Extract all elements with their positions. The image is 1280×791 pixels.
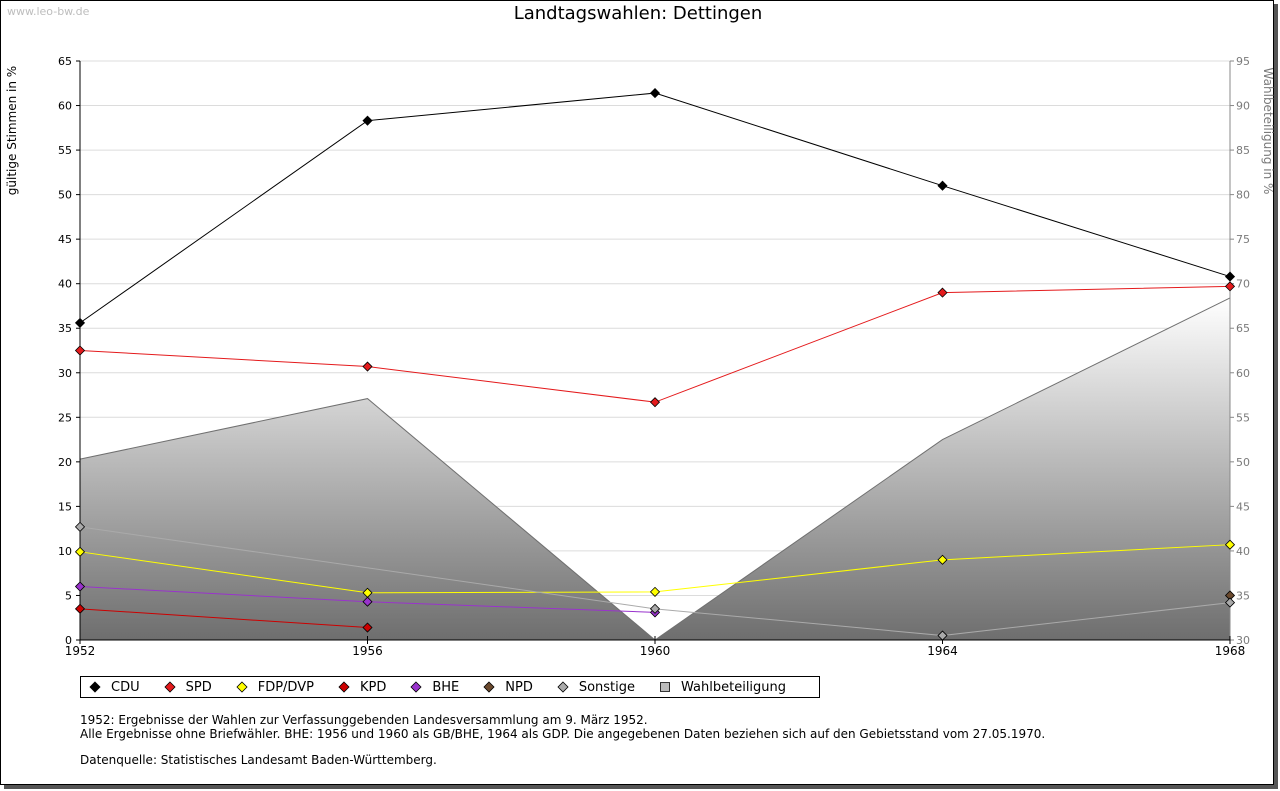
legend-diamond-icon [410, 681, 422, 693]
y2-tick-label: 40 [1236, 545, 1250, 558]
y2-tick-label: 90 [1236, 100, 1250, 113]
legend-label: Sonstige [578, 679, 636, 695]
legend-item: FDP/DVP [236, 680, 314, 695]
legend-label: CDU [111, 679, 140, 695]
y-tick-label: 35 [58, 322, 72, 335]
y2-tick-label: 85 [1236, 144, 1250, 157]
y2-tick-label: 50 [1236, 456, 1250, 469]
data-point-bhe [362, 596, 373, 607]
data-point-sonstige [1224, 597, 1236, 608]
legend-label: BHE [432, 679, 460, 695]
legend-diamond-icon [164, 681, 176, 693]
legend-item: CDU [89, 680, 140, 695]
y-tick-label: 30 [58, 367, 72, 380]
y2-tick-label: 75 [1236, 233, 1250, 246]
data-point-cdu [74, 317, 86, 328]
legend-diamond-icon [236, 681, 248, 693]
y2-tick-label: 95 [1236, 55, 1250, 68]
y-tick-label: 5 [65, 589, 72, 602]
y2-tick-label: 35 [1236, 589, 1250, 602]
series-line-cdu [79, 92, 1231, 324]
y-axis-title: gültige Stimmen in % [5, 66, 19, 195]
footnotes: 1952: Ergebnisse der Wahlen zur Verfassu… [80, 713, 1045, 767]
y-tick-label: 60 [58, 100, 72, 113]
note-general: Alle Ergebnisse ohne Briefwähler. BHE: 1… [80, 727, 1046, 741]
chart-title: Landtagswahlen: Dettingen [513, 3, 763, 24]
legend-diamond-icon [557, 681, 569, 693]
data-point-spd [74, 345, 86, 356]
x-tick-label: 1956 [352, 644, 383, 658]
data-point-kpd [74, 603, 86, 614]
y-tick-label: 50 [58, 189, 72, 202]
legend-item: Sonstige [557, 680, 635, 695]
data-point-cdu [649, 88, 661, 99]
data-point-fdpdvp [1224, 539, 1236, 550]
x-tick-label: 1952 [65, 644, 96, 658]
legend-diamond-icon [483, 681, 495, 693]
legend-item: SPD [164, 680, 212, 695]
y-tick-label: 10 [58, 545, 72, 558]
watermark: www.leo-bw.de [7, 5, 90, 18]
note-1952: 1952: Ergebnisse der Wahlen zur Verfassu… [80, 713, 648, 727]
data-point-kpd [362, 622, 373, 633]
legend-label: NPD [505, 679, 533, 695]
legend-diamond-icon [338, 681, 350, 693]
data-point-spd [649, 397, 661, 408]
legend-label: KPD [359, 679, 387, 695]
legend-square-icon [660, 682, 670, 692]
data-point-fdpdvp [649, 586, 661, 597]
data-point-spd [937, 287, 948, 298]
data-source: Datenquelle: Statistisches Landesamt Bad… [80, 753, 437, 767]
x-tick-label: 1968 [1215, 644, 1246, 658]
legend-diamond-icon [89, 681, 101, 693]
data-point-cdu [362, 115, 373, 126]
line-chart: 0 5 10 15 20 25 30 35 40 45 50 55 60 65 30 35 40 45 50 55 60… [5, 55, 1275, 658]
y2-tick-label: 80 [1236, 189, 1250, 202]
y2-tick-label: 70 [1236, 278, 1250, 291]
data-point-fdpdvp [74, 546, 86, 557]
data-point-fdpdvp [937, 554, 948, 565]
y-tick-label: 25 [58, 411, 72, 424]
data-point-sonstige [649, 603, 661, 614]
series-line-kpd [79, 608, 368, 629]
x-tick-label: 1964 [927, 644, 958, 658]
y-tick-label: 65 [58, 55, 72, 68]
turnout-area-fill [80, 297, 1230, 640]
legend-item: NPD [483, 680, 533, 695]
legend-label: FDP/DVP [257, 679, 314, 695]
axis-labels: 0 5 10 15 20 25 30 35 40 45 50 55 60 65 30 35 40 45 50 55 60… [5, 55, 1275, 658]
series-line-sonstige [79, 526, 1231, 637]
data-point-sonstige [74, 521, 86, 532]
x-tick-label: 1960 [640, 644, 671, 658]
legend-label: SPD [185, 679, 212, 695]
legend-item: KPD [338, 680, 386, 695]
data-point-spd [362, 361, 373, 372]
y-tick-label: 0 [65, 634, 72, 647]
y2-axis-title: Wahlbeteiligung in % [1261, 68, 1275, 195]
legend-label: Wahlbeteiligung [681, 679, 787, 695]
y2-tick-label: 55 [1236, 411, 1250, 424]
legend-item: Wahlbeteiligung [659, 680, 786, 695]
legend: CDU SPD FDP/DVP KPD BHE NPD Sonstige Wahlbeteil… [80, 676, 820, 698]
y-tick-label: 40 [58, 278, 72, 291]
data-point-sonstige [937, 630, 948, 641]
y-tick-label: 45 [58, 233, 72, 246]
data-point-spd [1224, 281, 1236, 292]
y-tick-label: 15 [58, 500, 72, 513]
y2-tick-label: 45 [1236, 500, 1250, 513]
data-point-cdu [1224, 271, 1236, 282]
series-markers [74, 88, 1236, 641]
y2-tick-label: 60 [1236, 367, 1250, 380]
data-point-bhe [74, 581, 86, 592]
legend-item: BHE [410, 680, 459, 695]
y2-tick-label: 30 [1236, 634, 1250, 647]
y-tick-label: 20 [58, 456, 72, 469]
data-point-cdu [937, 180, 948, 191]
y-tick-label: 55 [58, 144, 72, 157]
y2-tick-label: 65 [1236, 322, 1250, 335]
